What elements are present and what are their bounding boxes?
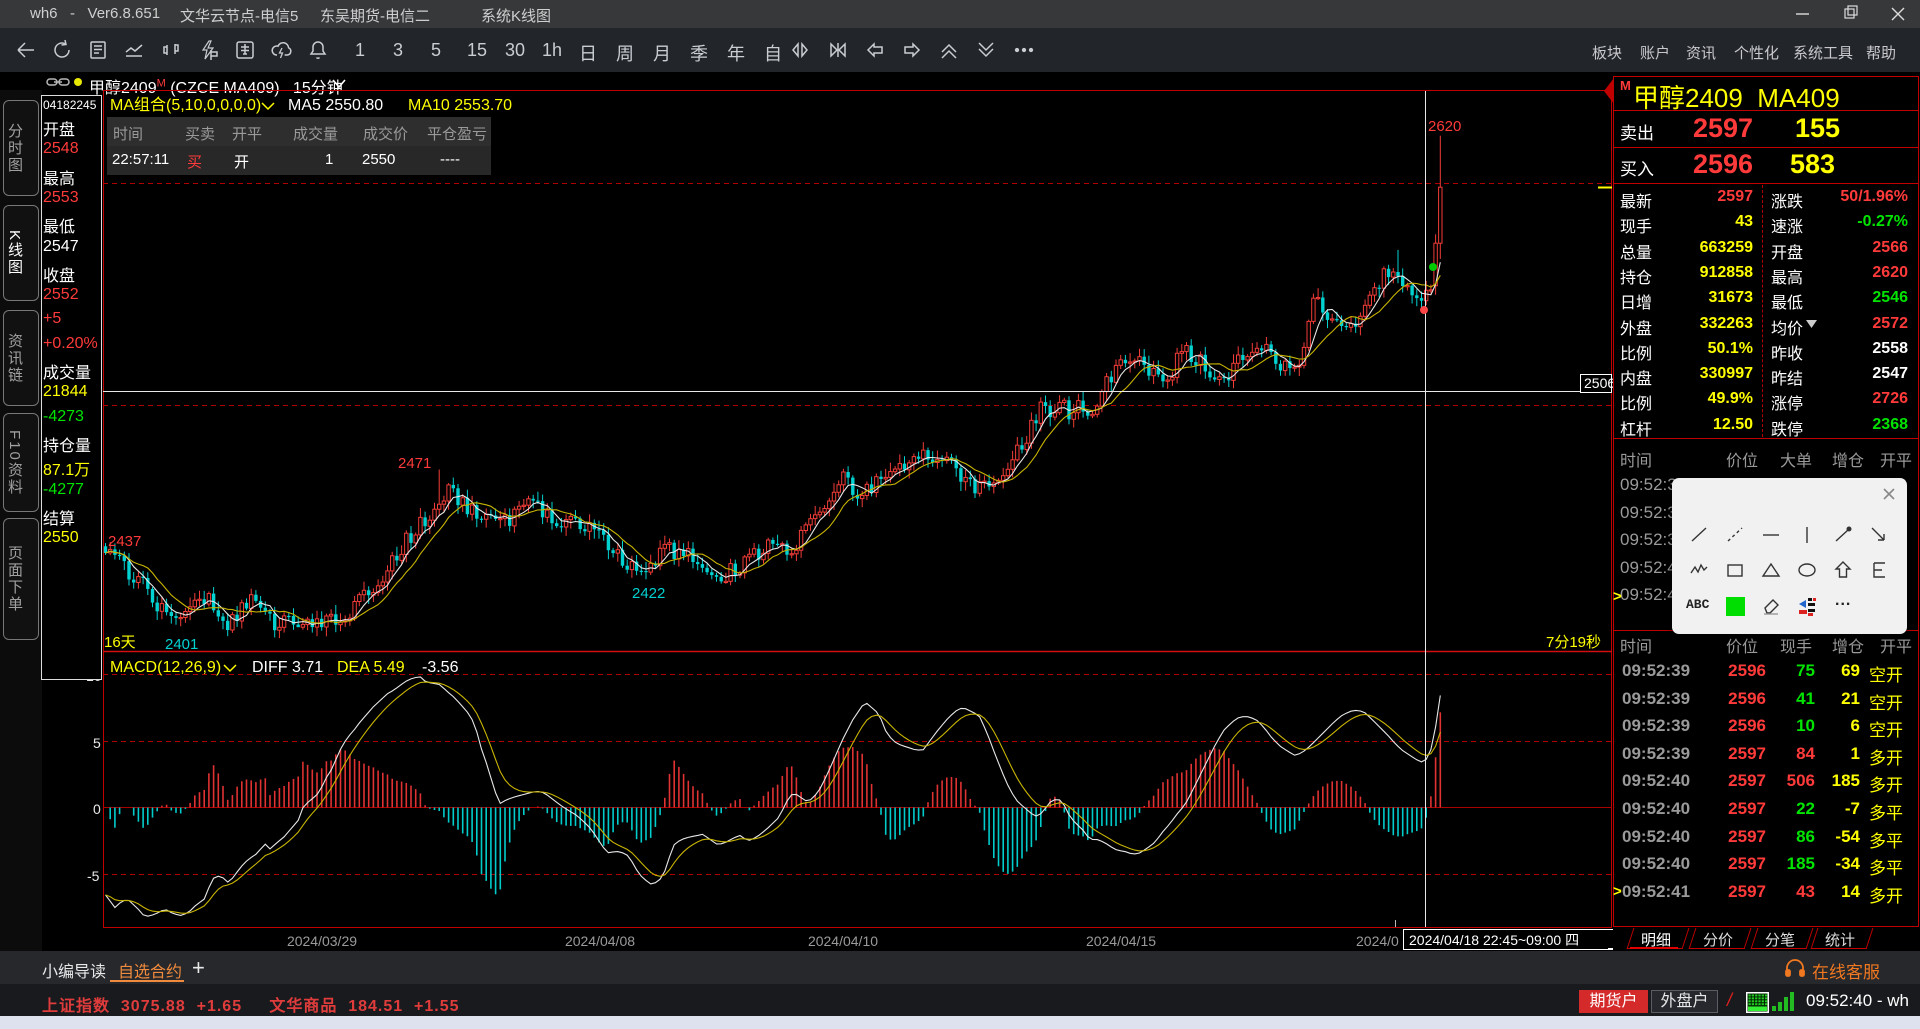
svg-text:2506: 2506 [1584, 375, 1615, 391]
svg-text:DIFF 3.71: DIFF 3.71 [252, 659, 323, 676]
svg-text:MACD(12,26,9): MACD(12,26,9) [110, 659, 221, 676]
svg-text:2024/04/08: 2024/04/08 [565, 933, 635, 949]
svg-text:MA组合(5,10,0,0,0,0): MA组合(5,10,0,0,0,0) [110, 96, 261, 114]
svg-text:2024/04/18 22:45~09:00 四: 2024/04/18 22:45~09:00 四 [1409, 932, 1579, 948]
svg-text:MA10 2553.70: MA10 2553.70 [408, 97, 512, 114]
svg-text:2024/03/29: 2024/03/29 [287, 933, 357, 949]
svg-text:2024/04/15: 2024/04/15 [1086, 933, 1156, 949]
svg-text:2024/04/10: 2024/04/10 [808, 933, 878, 949]
svg-text:5: 5 [93, 735, 101, 751]
svg-text:2401: 2401 [165, 636, 198, 653]
svg-text:DEA 5.49: DEA 5.49 [337, 659, 405, 676]
svg-text:7分19秒: 7分19秒 [1546, 634, 1601, 651]
svg-text:-5: -5 [87, 868, 100, 884]
svg-text:16天: 16天 [104, 634, 136, 651]
svg-text:2620: 2620 [1428, 118, 1461, 135]
svg-text:-3.56: -3.56 [422, 659, 459, 676]
svg-text:0: 0 [93, 801, 101, 817]
svg-text:2437: 2437 [108, 533, 141, 550]
svg-text:2024/0: 2024/0 [1356, 933, 1399, 949]
svg-text:2422: 2422 [632, 585, 665, 602]
svg-text:2471: 2471 [398, 455, 431, 472]
svg-text:MA5 2550.80: MA5 2550.80 [288, 97, 383, 114]
